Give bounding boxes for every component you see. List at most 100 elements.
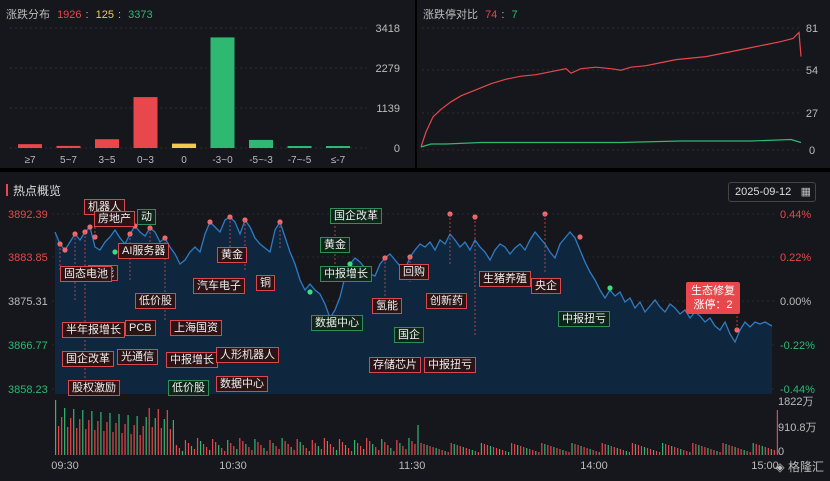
volume-bar xyxy=(438,449,440,455)
volume-bar xyxy=(263,448,265,455)
topic-dot xyxy=(607,285,613,291)
logo-icon: ◈ xyxy=(775,460,785,474)
topic-tag[interactable]: 央企 xyxy=(531,278,561,294)
topic-tag[interactable]: 回购 xyxy=(399,264,429,280)
topic-dot xyxy=(62,247,68,253)
volume-bar xyxy=(568,452,570,455)
topic-tag[interactable]: 生猪养殖 xyxy=(479,271,531,287)
topic-tag[interactable]: 人形机器人 xyxy=(216,347,279,363)
topic-tag[interactable]: 氢能 xyxy=(372,298,402,314)
volume-bar xyxy=(169,429,171,455)
volume-bar xyxy=(115,423,117,455)
topic-tag[interactable]: AI服务器 xyxy=(118,243,170,259)
topic-tag[interactable]: 低价股 xyxy=(168,380,209,396)
topic-tag[interactable]: 汽车电子 xyxy=(193,278,245,294)
limit-chart: 81 54 27 0 xyxy=(420,23,818,157)
volume-bar xyxy=(311,440,313,455)
volume-bar xyxy=(417,425,419,455)
volume-tick-label: 1822万 xyxy=(778,396,813,408)
topic-tag[interactable]: 股权激励 xyxy=(68,380,120,396)
topic-tag[interactable]: 中报增长 xyxy=(166,352,218,368)
topic-tooltip: 生态修复 涨停：2 xyxy=(686,282,740,314)
volume-bar xyxy=(193,449,196,455)
volume-bar xyxy=(477,452,479,455)
topic-tag[interactable]: 国企改革 xyxy=(62,351,114,367)
volume-bar xyxy=(227,440,229,455)
overview-title: 热点概览 xyxy=(13,184,62,198)
volume-bar xyxy=(677,448,679,455)
volume-bar xyxy=(230,443,232,455)
volume-bar xyxy=(695,444,697,455)
volume-bar xyxy=(70,418,72,455)
topic-tag[interactable]: 国企改革 xyxy=(330,208,382,224)
topic-tag[interactable]: 国企 xyxy=(394,327,424,343)
volume-bar xyxy=(486,445,489,455)
volume-bar xyxy=(504,451,507,455)
topic-tag[interactable]: 低价股 xyxy=(135,293,176,309)
price-tick-label: 3892.39 xyxy=(8,209,48,221)
date-picker[interactable]: 2025-09-12 ▦ xyxy=(728,182,816,202)
topic-tag[interactable]: 中报扭亏 xyxy=(424,357,476,373)
volume-bar xyxy=(423,444,425,455)
volume-bar xyxy=(55,400,57,455)
volume-bar xyxy=(550,446,552,455)
x-tick-label: -3~0 xyxy=(212,155,233,166)
topic-tag[interactable]: 上海国资 xyxy=(170,320,222,336)
topic-tag[interactable]: 黄金 xyxy=(320,237,350,253)
volume-bar xyxy=(631,443,634,455)
topic-tag[interactable]: 动 xyxy=(137,209,156,225)
volume-bar xyxy=(85,429,87,455)
topic-tag[interactable]: 半年报增长 xyxy=(62,322,125,338)
x-tick-label: -7~-5 xyxy=(288,155,312,166)
volume-bar xyxy=(758,445,760,455)
volume-bar xyxy=(257,442,259,455)
volume-bar xyxy=(405,449,407,455)
topic-tag[interactable]: 黄金 xyxy=(217,247,247,263)
volume-bar xyxy=(130,434,132,455)
topic-dot xyxy=(112,249,118,255)
topic-tag[interactable]: 中报增长 xyxy=(320,266,372,282)
volume-bar xyxy=(740,449,742,455)
topic-tag[interactable]: 房地产 xyxy=(94,211,135,227)
volume-bar xyxy=(64,408,66,455)
volume-bar xyxy=(429,446,431,455)
volume-bar xyxy=(411,441,413,455)
volume-bar xyxy=(692,443,694,455)
volume-bar xyxy=(97,421,99,455)
volume-bar xyxy=(577,445,579,455)
tooltip-topic: 生态修复 xyxy=(691,285,735,297)
price-tick-label: 3883.85 xyxy=(8,252,48,264)
x-tick-label: 0 xyxy=(181,155,187,166)
volume-bar xyxy=(384,442,386,455)
volume-bar xyxy=(462,447,464,455)
topic-tag[interactable]: 铜 xyxy=(256,275,275,291)
volume-bar xyxy=(118,414,120,455)
volume-bar xyxy=(196,438,199,455)
volume-bar xyxy=(565,451,567,455)
volume-bar xyxy=(643,447,646,455)
volume-bar xyxy=(245,444,247,455)
volume-bar xyxy=(142,426,144,455)
volume-bar xyxy=(381,439,383,455)
topic-tag[interactable]: 数据中心 xyxy=(311,315,363,331)
brand-text: 格隆汇 xyxy=(787,460,824,474)
volume-bar xyxy=(363,449,365,455)
topic-tag[interactable]: 中报扭亏 xyxy=(558,311,610,327)
up-count: 1926 xyxy=(57,9,82,21)
topic-tag[interactable]: 光通信 xyxy=(117,349,158,365)
volume-bar xyxy=(136,416,138,455)
topic-tag[interactable]: PCB xyxy=(125,320,156,336)
volume-bar xyxy=(532,450,534,455)
bar xyxy=(326,146,350,148)
topic-tag[interactable]: 创新药 xyxy=(426,293,467,309)
volume-bar xyxy=(61,417,63,455)
volume-bar xyxy=(199,441,202,455)
volume-bar xyxy=(154,418,156,455)
pct-tick-label: -0.44% xyxy=(780,384,815,396)
calendar-icon: ▦ xyxy=(800,186,811,198)
flat-count: 125 xyxy=(95,9,115,21)
topic-tag[interactable]: 存储芯片 xyxy=(369,357,421,373)
topic-tag[interactable]: 数据中心 xyxy=(216,376,268,392)
topic-tag[interactable]: 固态电池 xyxy=(60,266,112,282)
volume-bar xyxy=(595,451,597,455)
